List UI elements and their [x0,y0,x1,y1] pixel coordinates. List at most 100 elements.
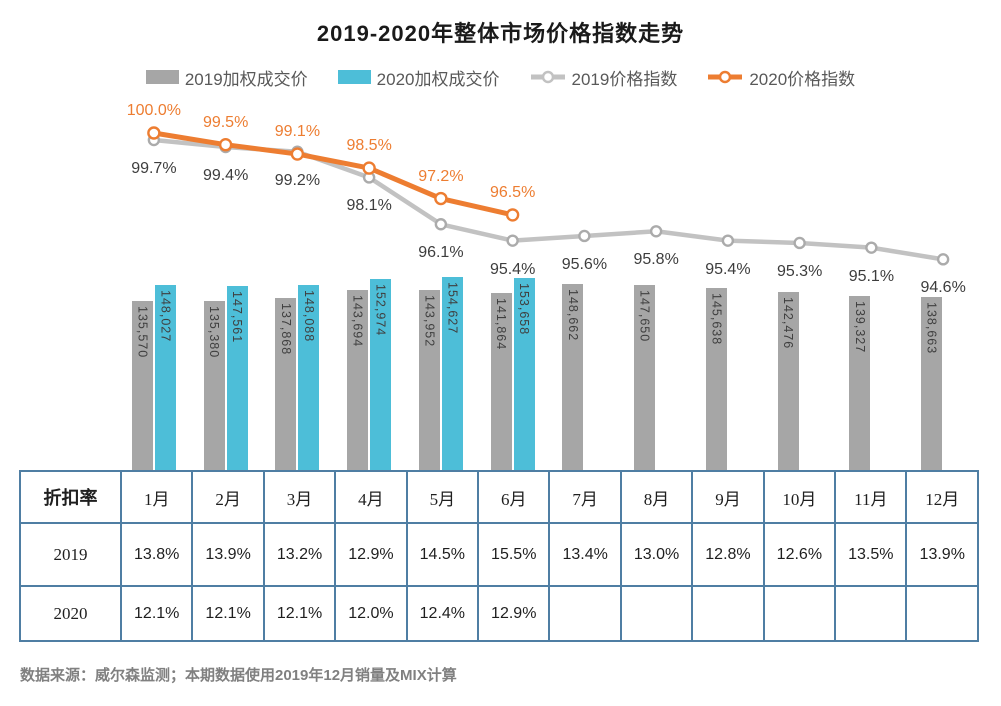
table-month-header: 6月 [477,470,551,524]
line-value-label: 99.7% [131,160,177,178]
bar-value-label: 147,561 [230,290,245,343]
line-value-label: 95.4% [705,260,751,278]
legend-item-2: 2020加权成交价 [337,65,500,90]
bar-2020加权成交价-2月: 147,561 [226,285,248,470]
legend-bar-swatch [145,70,179,84]
bar-2019加权成交价-10月: 142,476 [777,291,799,470]
bar-value-label: 135,380 [207,305,222,358]
table-month-header: 9月 [691,470,765,524]
table-value-cell: 15.5% [477,522,551,587]
table-row-label: 2020 [19,585,122,642]
table-value-cell: 13.8% [119,522,194,587]
line-value-label: 95.1% [848,267,895,285]
table-row-2019: 2019 13.8% 13.9% 13.2% 12.9% 14.5% 15.5% 13.4% 1… [19,522,979,587]
line-marker [434,218,448,231]
line-value-label: 94.6% [920,279,966,297]
table-month-header: 11月 [834,470,908,524]
table-value-cell: 13.2% [262,522,337,587]
legend-label: 2019价格指数 [571,69,678,89]
table-value-cell: 13.9% [191,522,265,587]
table-value-cell: 12.1% [191,585,265,642]
legend-label: 2019加权成交价 [184,69,308,89]
table-value-cell [619,585,694,642]
table-value-cell: 13.4% [548,522,622,587]
line-marker [218,137,233,152]
line-marker [578,229,591,243]
bar-2019加权成交价-2月: 135,380 [203,300,225,470]
source-note: 数据来源：威尔森监测；本期数据使用2019年12月销量及MIX计算 [20,667,457,684]
bar-value-label: 152,974 [373,283,388,336]
legend-item-4: 2020价格指数 [707,65,855,90]
bar-2019加权成交价-6月: 141,864 [490,292,512,470]
table-value-cell: 12.9% [477,585,551,642]
line-2020价格指数 [151,130,516,218]
line-marker [505,208,520,222]
bar-2019加权成交价-3月: 137,868 [275,297,297,470]
legend-label: 2020价格指数 [749,69,856,89]
line-marker [147,126,161,140]
table-value-cell: 12.1% [119,585,194,642]
table-value-cell [691,585,765,642]
table-month-header: 7月 [548,470,622,524]
line-marker [362,161,376,175]
line-marker [649,225,663,238]
line-value-label: 97.2% [418,167,464,185]
bar-2020加权成交价-1月: 148,027 [154,284,176,470]
table-month-header: 12月 [905,470,979,524]
table-value-cell [834,585,908,642]
table-value-cell: 12.0% [334,585,408,642]
table-row-label: 2019 [19,522,122,587]
line-value-label: 96.1% [418,244,464,262]
line-value-label: 95.4% [489,260,536,278]
bar-2019加权成交价-11月: 139,327 [849,295,871,470]
line-marker [434,191,448,206]
legend-item-3: 2019价格指数 [530,65,678,90]
legend: 2019加权成交价 2020加权成交价 2019价格指数 2020价格指数 [0,64,1001,90]
bar-2020加权成交价-4月: 152,974 [370,278,392,470]
discount-rate-table: 折扣率 1月 2月 3月 4月 5月 6月 7月 8月 9月 10月 11月 12月 2019 13.8% 1… [19,470,979,642]
line-marker [793,236,806,250]
bar-2019加权成交价-12月: 138,663 [921,296,943,470]
table-value-cell: 12.1% [262,585,337,642]
bar-value-label: 142,476 [781,296,796,350]
line-marker [721,234,735,247]
line-marker [936,253,950,266]
line-value-label: 99.4% [202,167,249,185]
line-value-label: 96.5% [489,183,536,201]
table-month-header: 5月 [405,470,480,524]
bar-value-label: 148,027 [158,289,173,343]
table-month-header: 8月 [619,470,694,524]
bar-2019加权成交价-9月: 145,638 [705,287,727,470]
bar-value-label: 138,663 [924,301,939,354]
line-value-label: 99.5% [202,113,249,131]
legend-line-marker-swatch [708,70,743,84]
line-value-label: 98.1% [346,197,392,215]
combo-chart: 135,570 135,380 137,868 143,694 143,952 141,8… [126,102,966,470]
line-value-label: 98.5% [346,137,392,155]
legend-item-1: 2019加权成交价 [145,65,308,90]
bar-value-label: 141,864 [494,297,509,350]
line-value-label: 95.8% [633,251,679,269]
line-series-layer [147,126,950,266]
table-month-header: 10月 [762,470,837,524]
bar-2020加权成交价-5月: 154,627 [441,276,463,470]
table-row-2020: 2020 12.1% 12.1% 12.1% 12.0% 12.4% 12.9% [19,585,979,642]
table-value-cell: 13.0% [619,522,694,587]
bar-2019加权成交价-8月: 147,650 [634,285,656,470]
table-value-cell: 13.5% [834,522,908,587]
legend-line-marker-swatch [530,70,565,84]
table-value-cell: 12.9% [334,522,408,587]
bar-value-label: 143,952 [422,295,437,348]
table-month-header: 2月 [191,470,265,524]
bar-value-label: 135,570 [135,305,150,358]
legend-label: 2020加权成交价 [376,69,500,89]
bar-value-label: 147,650 [637,290,652,343]
line-value-label: 95.3% [776,262,823,280]
table-value-cell [905,585,979,642]
bar-value-label: 153,658 [517,282,532,336]
bar-value-label: 143,694 [350,295,365,348]
table-month-header: 3月 [262,470,337,524]
line-value-label: 100.0% [126,102,181,119]
table-value-cell [548,585,622,642]
